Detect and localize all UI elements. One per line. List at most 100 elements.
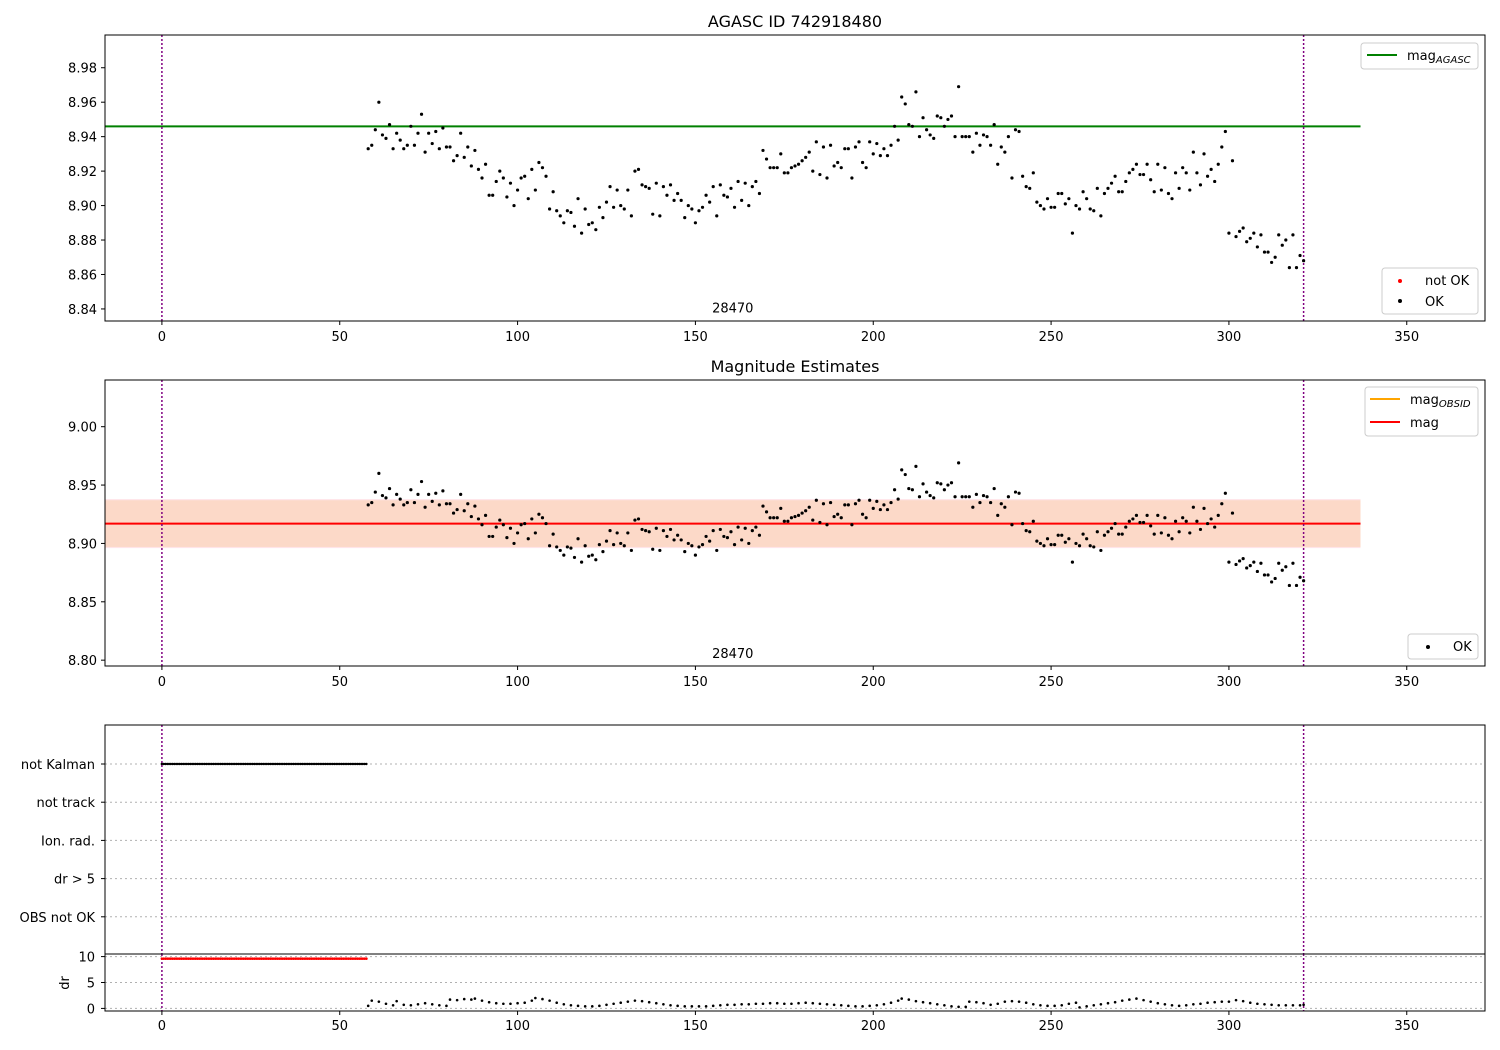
p1-ok-point <box>1181 166 1185 170</box>
mag-estimates-plot-frame <box>104 379 1486 667</box>
p1-y-tick-label: 8.84 <box>68 303 97 318</box>
p1-ok-point <box>384 136 388 140</box>
dr-ok-point <box>1078 1006 1081 1009</box>
dr-ok-point <box>1270 1003 1273 1007</box>
p1-ok-point <box>1277 233 1281 237</box>
p1-ok-point <box>907 122 911 127</box>
p2-ok-point <box>750 528 754 533</box>
p1-ok-point <box>1102 191 1107 196</box>
p1-ok-point <box>402 147 406 151</box>
p1-ok-point <box>786 171 790 175</box>
p2-ok-point <box>1102 533 1107 537</box>
p1-ok-point <box>462 155 466 159</box>
not-kalman-point <box>326 762 329 766</box>
dr-ok-point <box>1256 1002 1259 1006</box>
p2-ok-point <box>583 544 587 548</box>
p1-ok-point <box>1302 259 1306 263</box>
dr-ok-point <box>1003 1000 1007 1003</box>
p2-ok-point <box>1259 561 1263 565</box>
p2-ok-point <box>900 468 904 472</box>
dr-ok-point <box>1227 1000 1231 1003</box>
dr-ok-point <box>534 996 537 1000</box>
dr-ok-point <box>1017 1000 1021 1003</box>
p1-ok-point <box>971 150 975 154</box>
p2-ok-point <box>483 513 488 518</box>
dr-not-ok-point <box>309 957 313 960</box>
p1-ok-point <box>1234 234 1238 239</box>
p1-ok-point <box>1191 150 1195 154</box>
dr-not-ok-point <box>233 957 237 960</box>
dr-not-ok-point <box>359 957 363 960</box>
p1-ok-point <box>715 214 719 218</box>
p1-ok-point <box>1035 200 1039 204</box>
dr-ok-point <box>1163 1002 1167 1006</box>
p2-ok-point <box>807 505 811 509</box>
dr-not-ok-point <box>288 957 292 960</box>
not-kalman-point <box>267 762 270 766</box>
dr-ok-point <box>377 1000 381 1003</box>
p2-ok-point <box>644 528 648 533</box>
not-kalman-point <box>253 762 256 766</box>
p2-ok-point <box>1209 517 1213 521</box>
dr-not-ok-point <box>286 957 290 960</box>
p2-ok-point <box>387 486 392 491</box>
p1-ok-point <box>412 143 417 147</box>
not-kalman-point <box>290 762 293 766</box>
dr-not-ok-point <box>219 957 222 960</box>
p2-ok-point <box>1294 583 1299 588</box>
p2-ok-point <box>800 511 804 515</box>
dr-not-ok-point <box>206 957 210 960</box>
dr-not-ok-point <box>343 957 347 960</box>
p1-ok-point <box>515 188 520 192</box>
p2-ok-point <box>910 488 914 492</box>
dr-not-ok-point <box>313 957 317 960</box>
dr-ok-point <box>1234 998 1238 1002</box>
dr-not-ok-point <box>361 957 365 960</box>
p2-ok-point <box>1188 531 1192 535</box>
p2-ok-point <box>892 488 897 492</box>
p2-ok-point <box>466 502 470 506</box>
p2-ok-point <box>594 558 598 562</box>
not-kalman-point <box>270 762 274 766</box>
p1-ok-point <box>992 122 996 127</box>
dr-not-ok-point <box>304 957 308 960</box>
p1-ok-point <box>1053 205 1057 209</box>
p2-ok-point <box>989 500 993 505</box>
p1-ok-point <box>569 210 573 215</box>
p2-ok-point <box>1085 537 1089 541</box>
p1-ok-point <box>981 133 986 137</box>
dr-ok-point <box>1184 1004 1188 1007</box>
p2-ok-point <box>743 526 747 530</box>
p2-ok-point <box>996 513 1000 518</box>
not-kalman-point <box>192 762 196 766</box>
p1-ok-point <box>914 90 918 94</box>
dr-not-ok-point <box>162 957 165 960</box>
p2-ok-point <box>629 548 633 553</box>
dr-ok-point <box>1031 1002 1035 1006</box>
p2-ok-point <box>1081 532 1085 536</box>
dr-not-ok-point <box>301 957 304 960</box>
dr-ok-point <box>640 999 644 1003</box>
mag-estimates-chart-title: Magnitude Estimates <box>711 357 880 376</box>
p2-ok-point <box>604 539 609 543</box>
dr-not-ok-point <box>327 957 331 960</box>
p1-ok-point <box>1255 245 1259 249</box>
dr-ok-point <box>921 1000 925 1004</box>
p2-ok-point <box>430 499 434 504</box>
not-kalman-point <box>230 762 233 766</box>
dr-ok-point <box>576 1004 580 1008</box>
dr-not-ok-point <box>265 957 269 960</box>
p1-ok-point <box>989 143 993 147</box>
dr-ok-point <box>683 1005 687 1008</box>
p2-ok-point <box>1170 537 1174 541</box>
not-kalman-point <box>233 762 237 766</box>
p2-ok-point <box>1266 573 1270 577</box>
p1-ok-point <box>924 128 929 132</box>
p2-ok-point <box>917 495 922 499</box>
not-kalman-point <box>260 762 263 766</box>
p1-ok-point <box>832 164 836 168</box>
dr-not-ok-point <box>174 957 178 960</box>
dr-ok-point <box>530 999 534 1002</box>
p1-ok-point <box>1134 162 1139 166</box>
p1-ok-point <box>1038 203 1043 208</box>
